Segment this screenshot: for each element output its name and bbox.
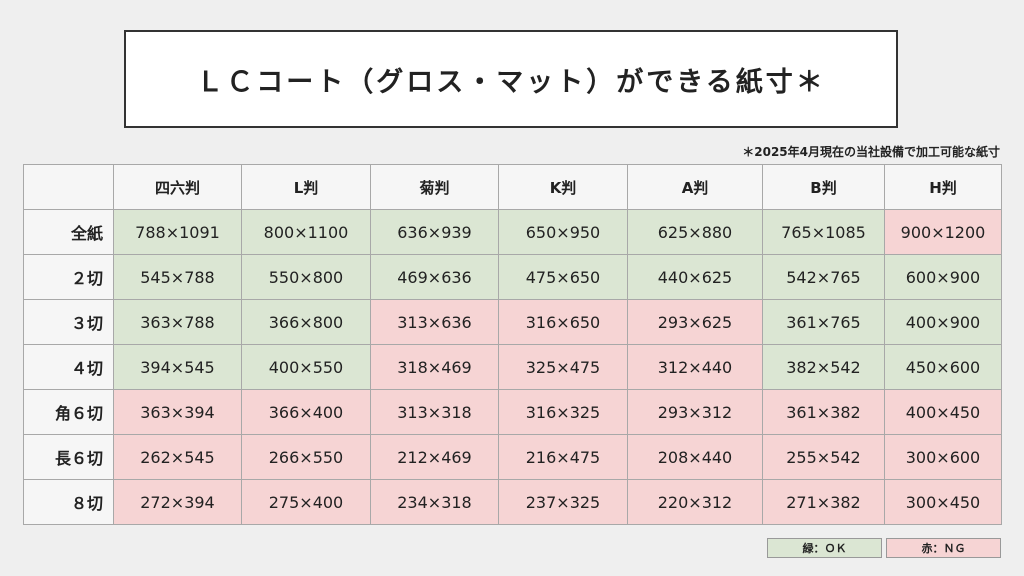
size-cell: 600×900 [884, 254, 1002, 300]
size-cell: 800×1100 [241, 209, 371, 255]
size-cell: 220×312 [627, 479, 763, 525]
table-row: ３切 363×788 366×800 313×636 316×650 293×625 361… [23, 299, 1002, 345]
size-cell: 293×312 [627, 389, 763, 435]
size-cell: 550×800 [241, 254, 371, 300]
size-cell: 475×650 [498, 254, 628, 300]
size-cell: 313×636 [370, 299, 499, 345]
size-cell: 400×450 [884, 389, 1002, 435]
size-cell: 450×600 [884, 344, 1002, 390]
size-cell: 234×318 [370, 479, 499, 525]
size-cell: 316×325 [498, 389, 628, 435]
size-cell: 212×469 [370, 434, 499, 480]
size-cell: 266×550 [241, 434, 371, 480]
size-cell: 272×394 [113, 479, 242, 525]
size-cell: 400×900 [884, 299, 1002, 345]
size-cell: 325×475 [498, 344, 628, 390]
column-header: 四六判 [113, 164, 242, 210]
size-cell: 271×382 [762, 479, 885, 525]
size-cell: 542×765 [762, 254, 885, 300]
column-header: H判 [884, 164, 1002, 210]
size-cell: 293×625 [627, 299, 763, 345]
header-row: 四六判 L判 菊判 K判 A判 B判 H判 [23, 164, 1002, 210]
column-header: B判 [762, 164, 885, 210]
size-cell: 300×600 [884, 434, 1002, 480]
table-header: 四六判 L判 菊判 K判 A判 B判 H判 [23, 164, 1002, 210]
row-header: ８切 [23, 479, 114, 525]
size-cell: 625×880 [627, 209, 763, 255]
paper-size-table: 四六判 L判 菊判 K判 A判 B判 H判 全紙 788×1091 800×1100 636×93… [23, 164, 1002, 525]
size-cell: 363×788 [113, 299, 242, 345]
column-header: 菊判 [370, 164, 499, 210]
size-cell: 545×788 [113, 254, 242, 300]
legend-ok: 緑：ＯＫ [767, 538, 882, 558]
column-header: A判 [627, 164, 763, 210]
size-cell: 300×450 [884, 479, 1002, 525]
size-cell: 394×545 [113, 344, 242, 390]
row-header: 全紙 [23, 209, 114, 255]
size-cell: 636×939 [370, 209, 499, 255]
size-cell: 366×400 [241, 389, 371, 435]
table-row: 長６切 262×545 266×550 212×469 216×475 208×440 25… [23, 434, 1002, 480]
size-cell: 361×765 [762, 299, 885, 345]
size-cell: 316×650 [498, 299, 628, 345]
size-cell: 765×1085 [762, 209, 885, 255]
legend-ng: 赤：ＮＧ [886, 538, 1001, 558]
table-row: ２切 545×788 550×800 469×636 475×650 440×625 542… [23, 254, 1002, 300]
header-corner [23, 164, 114, 210]
table-row: ８切 272×394 275×400 234×318 237×325 220×312 271… [23, 479, 1002, 525]
size-cell: 382×542 [762, 344, 885, 390]
table-row: 角６切 363×394 366×400 313×318 316×325 293×312 36… [23, 389, 1002, 435]
footnote: ＊2025年4月現在の当社設備で加工可能な紙寸 [742, 145, 1000, 159]
size-cell: 469×636 [370, 254, 499, 300]
size-cell: 237×325 [498, 479, 628, 525]
size-cell: 650×950 [498, 209, 628, 255]
size-cell: 275×400 [241, 479, 371, 525]
size-cell: 363×394 [113, 389, 242, 435]
size-cell: 312×440 [627, 344, 763, 390]
size-cell: 255×542 [762, 434, 885, 480]
row-header: 長６切 [23, 434, 114, 480]
row-header: ４切 [23, 344, 114, 390]
size-cell: 900×1200 [884, 209, 1002, 255]
column-header: K判 [498, 164, 628, 210]
row-header: ３切 [23, 299, 114, 345]
size-cell: 216×475 [498, 434, 628, 480]
table-body: 全紙 788×1091 800×1100 636×939 650×950 625×880 7… [23, 209, 1002, 525]
row-header: 角６切 [23, 389, 114, 435]
size-cell: 262×545 [113, 434, 242, 480]
size-cell: 366×800 [241, 299, 371, 345]
column-header: L判 [241, 164, 371, 210]
size-cell: 361×382 [762, 389, 885, 435]
table-row: ４切 394×545 400×550 318×469 325×475 312×440 382… [23, 344, 1002, 390]
size-cell: 440×625 [627, 254, 763, 300]
size-cell: 313×318 [370, 389, 499, 435]
row-header: ２切 [23, 254, 114, 300]
page-title: ＬＣコート（グロス・マット）ができる紙寸＊ [124, 30, 898, 128]
table-row: 全紙 788×1091 800×1100 636×939 650×950 625×880 7… [23, 209, 1002, 255]
size-cell: 318×469 [370, 344, 499, 390]
size-cell: 208×440 [627, 434, 763, 480]
size-cell: 788×1091 [113, 209, 242, 255]
size-cell: 400×550 [241, 344, 371, 390]
